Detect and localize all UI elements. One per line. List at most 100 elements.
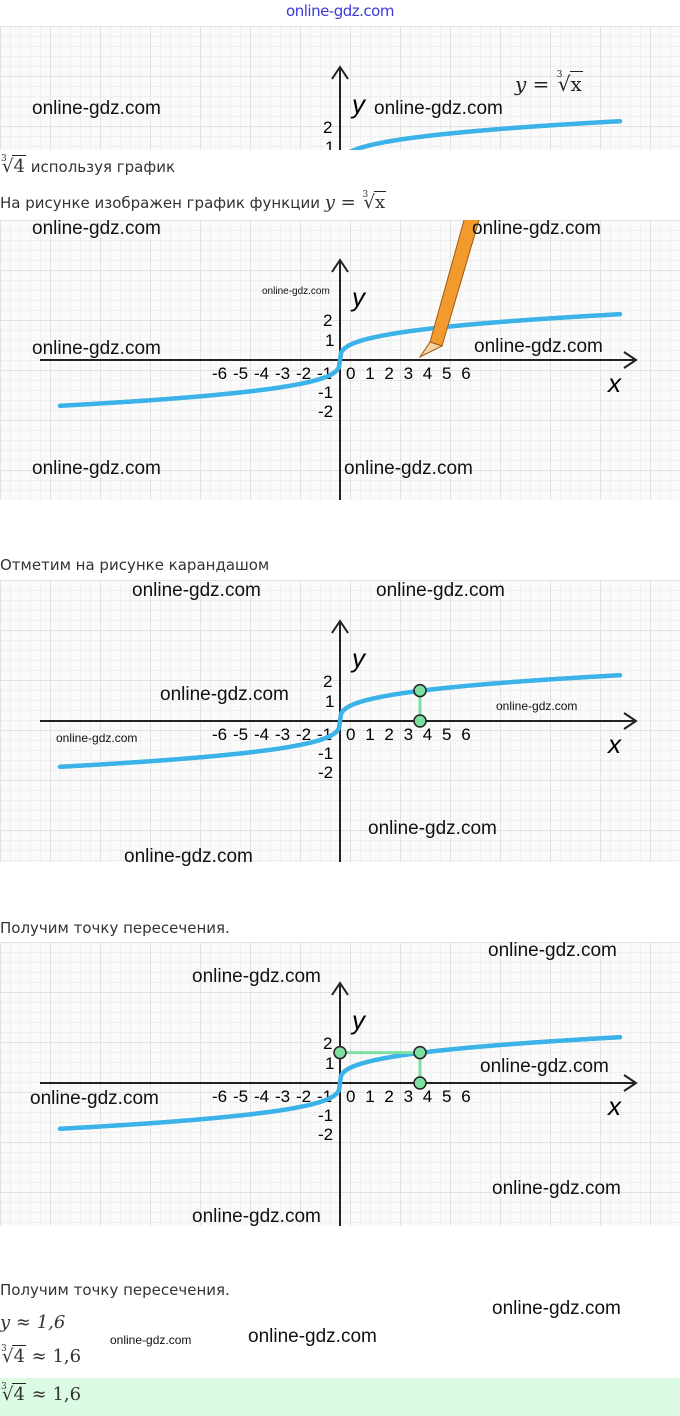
x-tick-label: -4: [254, 1087, 269, 1106]
x-tick-label: 5: [442, 1087, 451, 1106]
x-tick-label: -4: [254, 364, 269, 383]
watermark: online-gdz.com: [132, 580, 261, 601]
x-tick-label: 0: [346, 364, 355, 383]
watermark: online-gdz.com: [262, 286, 330, 297]
curve-point: [413, 1045, 427, 1060]
x-tick-label: 6: [461, 1087, 470, 1106]
x-tick-label: -2: [296, 1087, 311, 1106]
root-radicand: 4: [12, 1345, 26, 1367]
step3-text: Получим точку пересечения.: [0, 919, 230, 937]
x-tick-label: -6: [212, 1087, 227, 1106]
y-axis-point: [333, 1045, 347, 1060]
x-axis-point: [413, 714, 427, 728]
y-tick-label: 1: [325, 138, 334, 150]
watermark: online-gdz.com: [474, 336, 603, 357]
x-tick-label: 1: [365, 1087, 374, 1106]
x-tick-label: 0: [346, 725, 355, 744]
x-axis-point: [413, 1076, 427, 1090]
watermark: online-gdz.com: [480, 1056, 609, 1077]
pencil-tip-icon: [418, 341, 444, 359]
x-tick-label: 3: [404, 1087, 413, 1106]
x-tick-label: -6: [212, 364, 227, 383]
x-tick-label: -3: [275, 1087, 290, 1106]
function-curve: [57, 311, 623, 409]
watermark: online-gdz.com: [472, 218, 601, 239]
x-tick-label: -5: [233, 364, 248, 383]
x-tick-label: -6: [212, 725, 227, 744]
step1-text: На рисунке изображен график функции: [0, 194, 320, 212]
x-tick-label: 6: [461, 364, 470, 383]
y-tick-label: -2: [318, 1125, 333, 1144]
site-watermark: online-gdz.com: [286, 2, 394, 20]
root-radicand: 4: [12, 1383, 26, 1405]
watermark: online-gdz.com: [30, 1088, 159, 1109]
step4-text: Получим точку пересечения.: [0, 1281, 230, 1299]
step2-text: Отметим на рисунке карандашом: [0, 556, 270, 574]
x-tick-label: 3: [404, 364, 413, 383]
x-axis-arrow-icon: [623, 1074, 638, 1092]
y-tick-label: -2: [318, 402, 333, 421]
watermark: online-gdz.com: [248, 1326, 377, 1347]
watermark: online-gdz.com: [124, 846, 253, 867]
watermark: online-gdz.com: [374, 98, 503, 119]
answer-box: 3 √4 ≈ 1,6: [0, 1378, 680, 1416]
graph-panel-marked: y x -6 -5 -4 -3 -2 -1 0 1 2 3 4 5 6 2 1 -1 -2: [0, 580, 680, 862]
x-tick-label: -4: [254, 725, 269, 744]
y-tick-label: 2: [323, 1034, 332, 1053]
intro-text: используя график: [30, 158, 175, 176]
step1-line: На рисунке изображен график функции y = …: [0, 190, 387, 213]
y-axis-label: y: [350, 643, 367, 673]
y-tick-label: -2: [318, 763, 333, 782]
y-tick-label: 1: [325, 331, 334, 350]
graph-panel-intersection: y x -6 -5 -4 -3 -2 -1 0 1 2 3 4 5 6 2 1 -1 -2: [0, 942, 680, 1226]
x-tick-label: 2: [384, 364, 393, 383]
y-axis-arrow-icon: [331, 258, 349, 273]
watermark: online-gdz.com: [492, 1178, 621, 1199]
x-tick-label: 0: [346, 1087, 355, 1106]
x-tick-label: 4: [423, 1087, 432, 1106]
x-tick-label: -5: [233, 1087, 248, 1106]
result-root-rhs: ≈ 1,6: [31, 1346, 82, 1367]
function-label-lhs: y =: [515, 72, 550, 96]
x-tick-label: -2: [296, 725, 311, 744]
y-tick-label: -1: [318, 744, 333, 763]
y-axis-arrow-icon: [331, 619, 349, 634]
x-axis-arrow-icon: [623, 712, 638, 730]
y-axis-arrow-icon: [331, 981, 349, 996]
y-tick-label: -1: [318, 383, 333, 402]
function-label: y = 3 √x: [515, 70, 583, 96]
y-tick-label: 2: [323, 118, 332, 137]
function-curve: [348, 118, 623, 150]
intro-line: 3 √4 используя график: [1, 154, 175, 177]
y-tick-label: 2: [323, 311, 332, 330]
watermark: online-gdz.com: [32, 98, 161, 119]
watermark: online-gdz.com: [496, 699, 578, 713]
graph-panel-pencil: y x -6 -5 -4 -3 -2 -1 0 1 2 3 4 5 6 2 1 -1 -2: [0, 220, 680, 500]
root-radicand: 4: [12, 155, 26, 177]
watermark: online-gdz.com: [32, 458, 161, 479]
formula-lhs: y =: [324, 192, 356, 213]
y-axis-arrow-icon: [331, 65, 349, 80]
root-index: 3: [556, 70, 563, 80]
watermark: online-gdz.com: [488, 940, 617, 961]
x-tick-label: -2: [296, 364, 311, 383]
function-curve: [57, 672, 623, 770]
x-axis-label: x: [606, 1091, 622, 1121]
function-curve: [57, 1034, 623, 1132]
watermark: online-gdz.com: [368, 818, 497, 839]
y-tick-label: -1: [318, 1106, 333, 1125]
curve-point: [413, 683, 427, 698]
x-tick-label: 5: [442, 364, 451, 383]
y-tick-label: 2: [323, 672, 332, 691]
x-tick-label: 1: [365, 725, 374, 744]
watermark: online-gdz.com: [192, 966, 321, 987]
watermark: online-gdz.com: [344, 458, 473, 479]
x-tick-label: -5: [233, 725, 248, 744]
watermark: online-gdz.com: [492, 1298, 621, 1319]
y-tick-label: 1: [325, 1054, 334, 1073]
watermark: online-gdz.com: [110, 1333, 192, 1347]
watermark: online-gdz.com: [376, 580, 505, 601]
